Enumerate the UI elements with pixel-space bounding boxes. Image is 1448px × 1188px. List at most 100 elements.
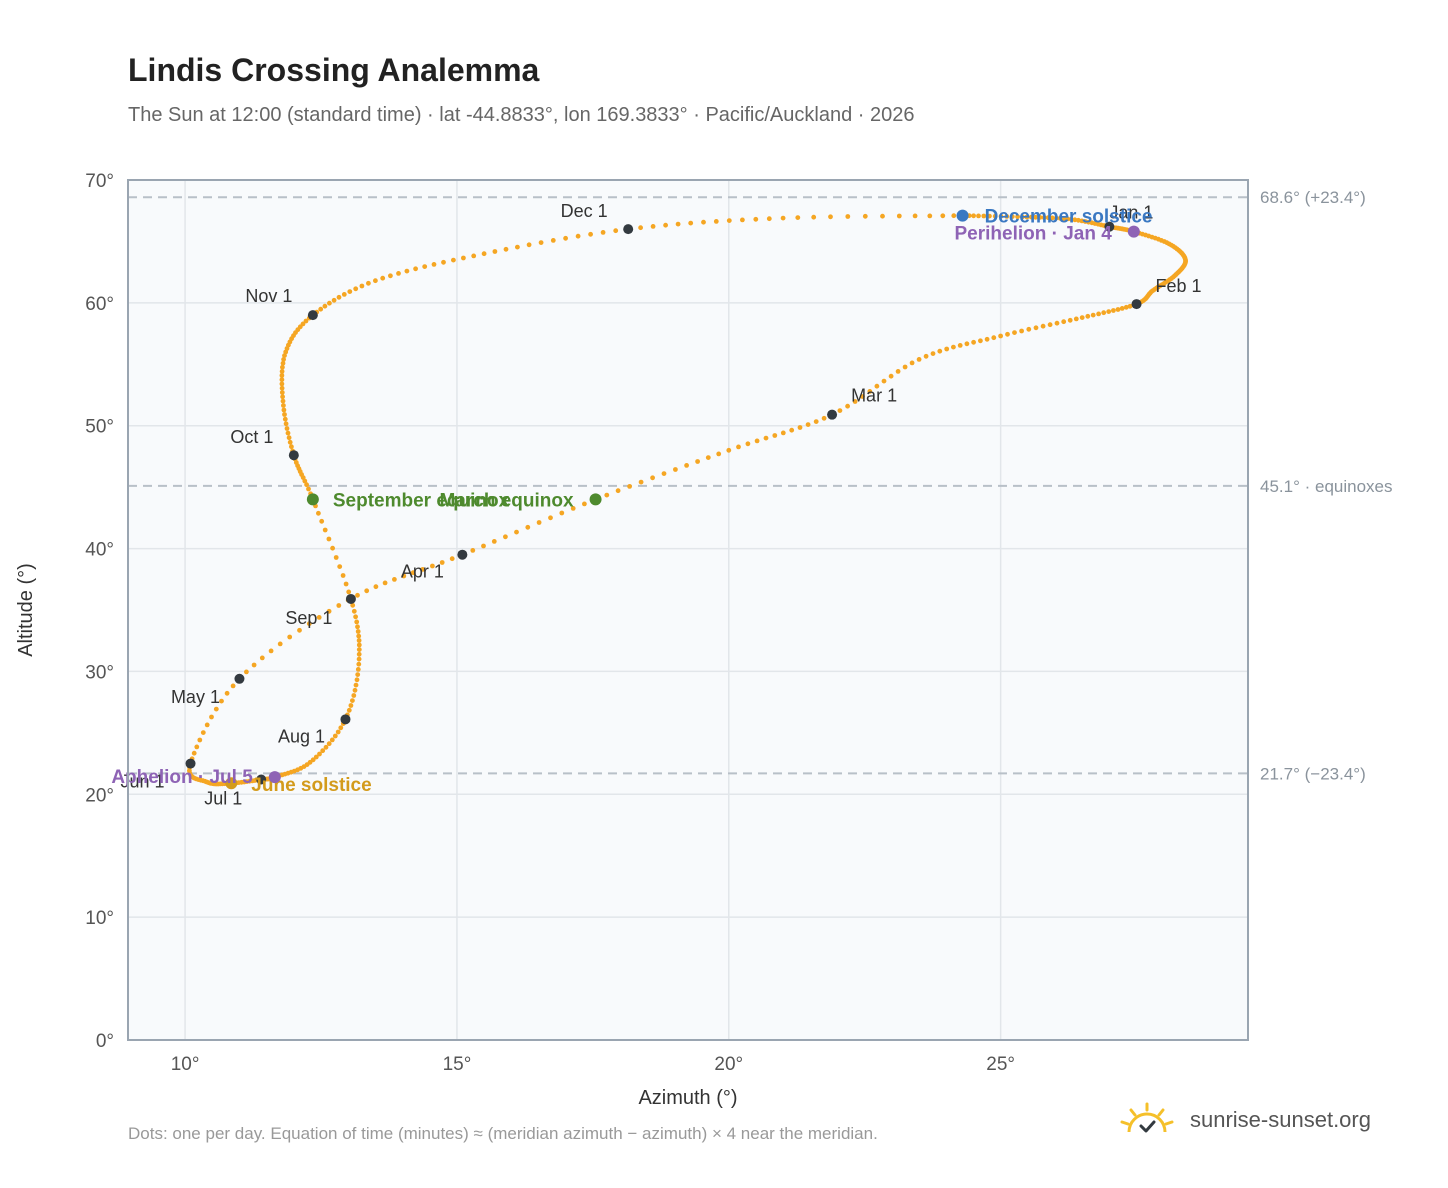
month-marker [185,758,196,769]
day-dot [638,479,644,485]
day-dot [326,536,332,542]
day-dot [1033,214,1038,220]
day-dot [380,275,386,281]
day-dot [331,297,337,303]
day-dot [336,294,342,300]
day-dot [491,539,497,544]
day-dot [1111,308,1116,313]
day-dot [1106,309,1112,314]
day-dot [740,217,745,223]
y-tick-label: 20° [85,785,114,806]
day-dot [317,751,322,757]
day-dot [338,725,344,731]
day-dot [1009,214,1015,220]
day-dot [422,264,428,269]
day-dot [944,346,950,352]
day-dot [888,373,894,379]
day-dot [347,289,353,294]
day-dot [675,221,681,227]
day-dot [1073,316,1079,322]
day-dot [355,624,360,630]
day-dot [337,564,343,569]
day-dot [1053,215,1059,221]
day-dot [588,231,593,237]
y-tick-label: 40° [85,540,114,561]
day-dot [333,555,339,560]
day-dot [981,213,987,219]
y-tick-label: 30° [85,662,114,683]
day-dot [1085,313,1091,319]
day-dot [373,278,378,284]
month-label: Sep 1 [285,608,332,628]
day-dot [536,520,542,525]
day-dot [310,757,316,763]
month-label: Jan 1 [1109,203,1153,223]
day-dot [845,214,851,219]
day-dot [1057,215,1063,221]
day-dot [373,584,379,590]
day-dot [957,343,963,348]
x-tick-label: 15° [443,1054,472,1075]
day-dot [780,430,786,436]
day-dot [971,213,976,219]
day-dot [1079,315,1085,320]
brand[interactable]: sunrise-sunset.org [1118,1102,1371,1138]
day-dot [976,213,981,219]
day-dot [923,353,929,359]
day-dot [431,262,437,267]
day-dot [352,687,358,693]
day-dot [1101,310,1107,316]
day-dot [1028,214,1034,220]
day-dot [356,661,362,667]
brand-name[interactable]: sunrise-sunset.org [1190,1107,1371,1132]
axes: 10° 15° 20° 25° 0° 10° 20° 30° 40° 50° 60° 70° [85,171,1015,1075]
day-dot [279,381,285,387]
month-marker [827,409,838,420]
day-dot [862,213,868,219]
day-dot [481,543,486,549]
day-dot [332,733,338,739]
day-dot [563,235,568,241]
day-dot [355,629,361,634]
day-dot [219,698,224,704]
day-dot [329,737,335,743]
month-label: Aug 1 [278,726,325,746]
day-dot [650,475,655,481]
day-dot [688,220,694,226]
day-dot [811,214,817,220]
day-dot [951,213,957,219]
day-dot [912,213,918,219]
day-dot [346,589,352,595]
day-dot [224,690,230,696]
day-dot [319,518,325,524]
day-dot [1020,214,1025,220]
day-dot [353,286,359,292]
day-dot [313,754,319,760]
day-dot [548,515,553,521]
day-dot [627,484,632,489]
day-dot [355,592,360,598]
day-dot [340,573,346,578]
day-dot [213,706,219,712]
day-dot [209,714,214,720]
day-dot [837,408,843,413]
day-dot [279,385,285,391]
day-dot [604,492,610,498]
day-dot [284,426,290,431]
day-dot [289,444,294,450]
day-dot [1040,323,1046,329]
day-dot [356,638,362,643]
y-axis-label: Altitude (°) [15,563,37,657]
day-dot [356,656,362,662]
day-dot [306,621,312,627]
day-dot [277,641,283,647]
day-dot [1123,304,1129,310]
event-label: Aphelion · Jul 5 [111,767,253,788]
day-dot [1049,215,1055,221]
day-dot [430,563,435,569]
day-dot [413,266,418,272]
month-label: Jun 1 [121,772,165,792]
day-dot [991,335,997,341]
